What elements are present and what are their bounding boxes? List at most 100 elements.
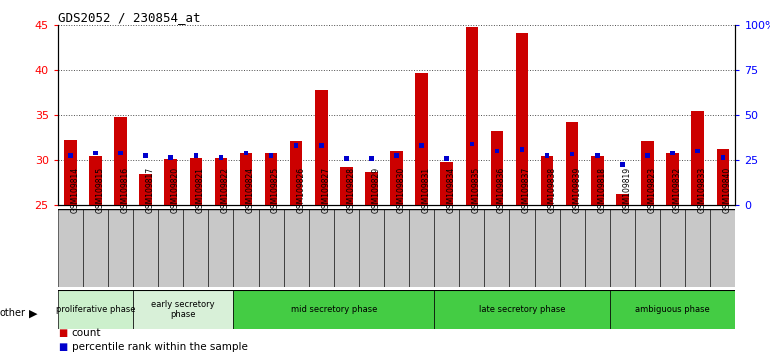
Bar (215, 158, 227, 205)
Bar (541, 156, 554, 205)
Bar (344, 156, 349, 161)
Text: GSM109829: GSM109829 (371, 167, 380, 213)
Text: GSM109820: GSM109820 (171, 167, 179, 213)
Bar (444, 156, 449, 161)
Text: other: other (0, 308, 26, 318)
Bar (620, 162, 624, 167)
Bar (193, 153, 198, 158)
Bar (68, 153, 72, 158)
Bar (616, 194, 628, 205)
Text: GSM109832: GSM109832 (673, 167, 681, 213)
Bar (309, 209, 334, 287)
Bar (409, 209, 434, 287)
Bar (265, 153, 277, 205)
Bar (645, 153, 650, 158)
Text: percentile rank within the sample: percentile rank within the sample (72, 342, 247, 352)
Bar (133, 209, 158, 287)
Bar (369, 156, 373, 161)
Bar (710, 209, 735, 287)
Text: GSM109825: GSM109825 (271, 167, 280, 213)
Bar (340, 166, 353, 205)
Bar (717, 149, 729, 205)
Bar (595, 153, 600, 158)
Text: ▶: ▶ (29, 308, 38, 318)
Bar (209, 209, 233, 287)
Bar (466, 27, 478, 205)
Bar (610, 209, 635, 287)
Bar (641, 141, 654, 205)
Bar (610, 290, 735, 329)
Bar (666, 153, 679, 205)
Text: mid secretory phase: mid secretory phase (290, 305, 377, 314)
Bar (691, 110, 704, 205)
Bar (440, 162, 453, 205)
Text: early secretory
phase: early secretory phase (152, 300, 215, 319)
Bar (685, 209, 710, 287)
Text: GSM109830: GSM109830 (397, 166, 406, 213)
Bar (365, 172, 378, 205)
Bar (520, 147, 524, 152)
Bar (233, 209, 259, 287)
Bar (83, 209, 108, 287)
Bar (269, 153, 273, 158)
Bar (560, 209, 584, 287)
Bar (294, 143, 299, 148)
Bar (721, 155, 725, 160)
Bar (660, 209, 685, 287)
Bar (516, 33, 528, 205)
Text: GSM109833: GSM109833 (698, 166, 707, 213)
Text: GSM109834: GSM109834 (447, 166, 456, 213)
Text: GSM109826: GSM109826 (296, 167, 305, 213)
Text: GSM109831: GSM109831 (422, 167, 430, 213)
Text: GSM109836: GSM109836 (497, 166, 506, 213)
Bar (534, 209, 560, 287)
Text: GDS2052 / 230854_at: GDS2052 / 230854_at (58, 11, 200, 24)
Bar (334, 209, 359, 287)
Bar (219, 155, 223, 160)
Bar (108, 209, 133, 287)
Bar (584, 209, 610, 287)
Bar (165, 159, 177, 205)
Bar (290, 141, 303, 205)
Text: proliferative phase: proliferative phase (55, 305, 136, 314)
Bar (143, 153, 148, 158)
Text: GSM109837: GSM109837 (522, 166, 531, 213)
Text: GSM109838: GSM109838 (547, 167, 556, 213)
Bar (283, 209, 309, 287)
Text: late secretory phase: late secretory phase (479, 305, 565, 314)
Text: GSM109827: GSM109827 (321, 167, 330, 213)
Text: ■: ■ (58, 328, 67, 338)
Bar (259, 209, 283, 287)
Bar (93, 151, 98, 155)
Bar (133, 290, 233, 329)
Bar (695, 149, 700, 153)
Text: GSM109828: GSM109828 (346, 167, 356, 213)
Bar (114, 117, 127, 205)
Bar (244, 151, 248, 155)
Text: ■: ■ (58, 342, 67, 352)
Bar (459, 209, 484, 287)
Text: GSM109824: GSM109824 (246, 167, 255, 213)
Bar (169, 155, 173, 160)
Text: GSM109840: GSM109840 (723, 166, 732, 213)
Text: GSM109821: GSM109821 (196, 167, 205, 213)
Bar (58, 209, 83, 287)
Text: GSM109822: GSM109822 (221, 167, 230, 213)
Text: GSM109816: GSM109816 (120, 167, 129, 213)
Text: GSM109814: GSM109814 (70, 167, 79, 213)
Bar (119, 151, 122, 155)
Bar (319, 143, 323, 148)
Text: GSM109839: GSM109839 (572, 166, 581, 213)
Text: GSM109819: GSM109819 (622, 167, 631, 213)
Text: ambiguous phase: ambiguous phase (635, 305, 710, 314)
Bar (570, 152, 574, 156)
Bar (315, 90, 327, 205)
Bar (494, 149, 499, 153)
Bar (58, 290, 133, 329)
Bar (470, 142, 474, 146)
Text: GSM109817: GSM109817 (146, 167, 155, 213)
Bar (239, 153, 253, 205)
Bar (233, 290, 434, 329)
Bar (434, 290, 610, 329)
Text: GSM109818: GSM109818 (598, 167, 606, 213)
